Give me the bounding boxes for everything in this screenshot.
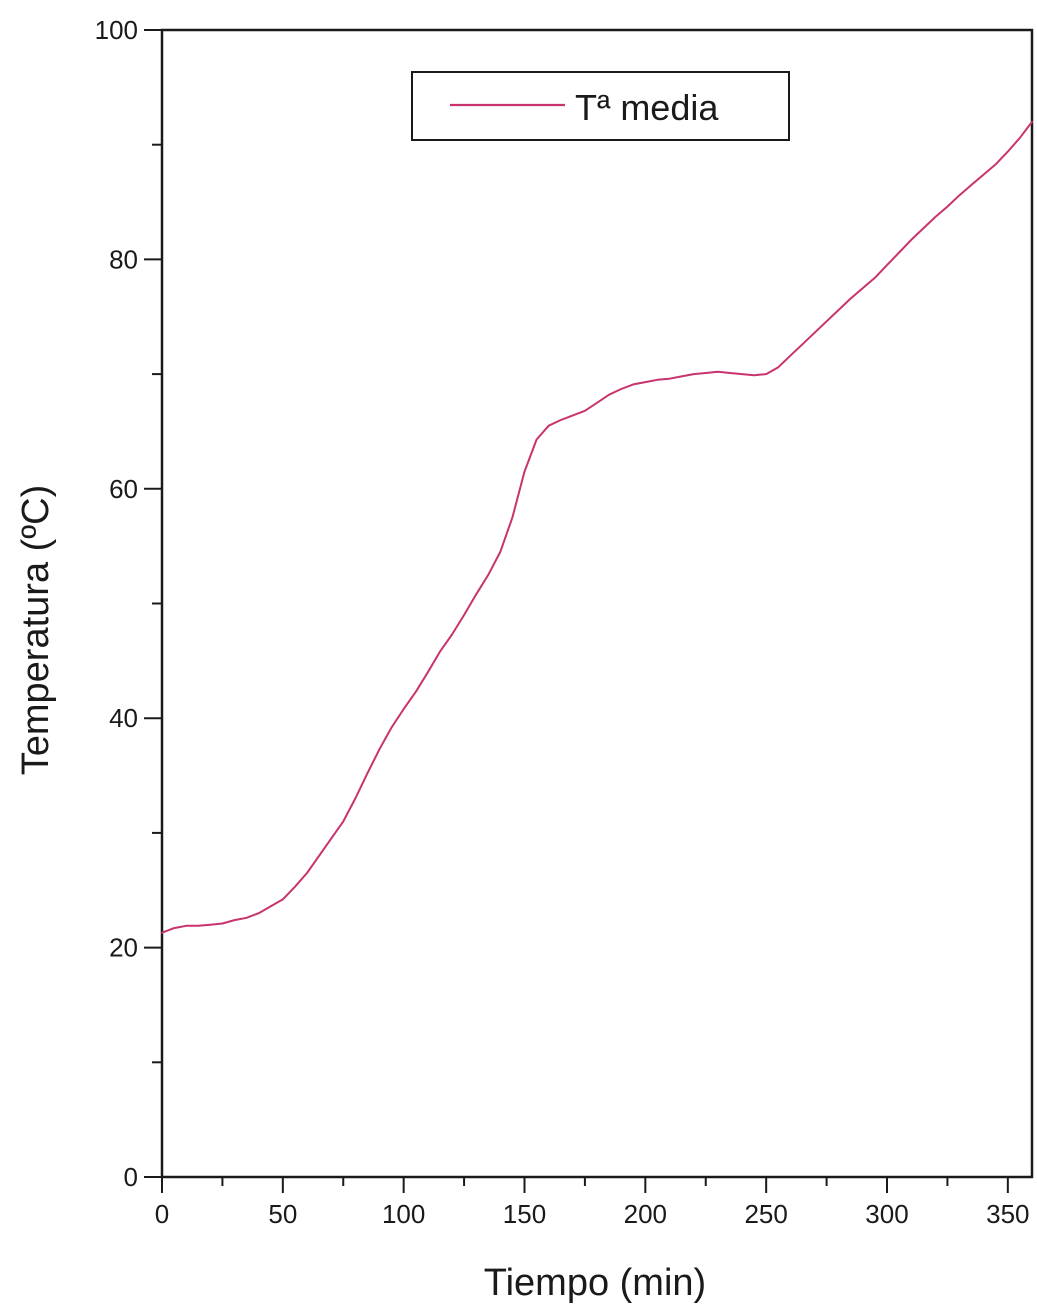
x-tick-label: 0 [155,1199,169,1229]
x-axis-ticks: 0 50 100 150 200 250 300 350 [155,1177,1030,1229]
series-layer [161,120,1033,934]
x-tick-label: 50 [268,1199,297,1229]
y-tick-label: 100 [95,15,138,45]
y-axis-title: Temperatura (ºC) [15,485,57,776]
legend: Tª media [411,71,790,141]
plot-area-border [160,28,1034,1179]
y-tick-label: 80 [109,244,138,274]
y-tick-label: 0 [124,1162,138,1192]
x-tick-label: 350 [986,1199,1029,1229]
x-tick-label: 300 [865,1199,908,1229]
y-tick-label: 40 [109,703,138,733]
x-tick-label: 200 [624,1199,667,1229]
x-tick-label: 250 [744,1199,787,1229]
x-tick-label: 100 [382,1199,425,1229]
series-line-0 [161,120,1033,934]
y-tick-label: 60 [109,474,138,504]
y-axis-ticks: 0 20 40 60 80 100 [95,15,162,1192]
x-tick-label: 150 [503,1199,546,1229]
legend-label: Tª media [575,87,719,128]
plot-frame [160,28,1034,1179]
y-tick-label: 20 [109,933,138,963]
x-axis-title: Tiempo (min) [484,1262,706,1304]
